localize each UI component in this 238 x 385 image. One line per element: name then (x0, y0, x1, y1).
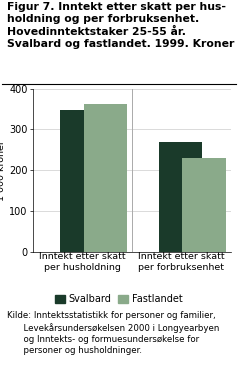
Text: Inntekt etter skatt
per husholdning: Inntekt etter skatt per husholdning (40, 252, 126, 271)
Y-axis label: 1 000 kroner: 1 000 kroner (0, 140, 6, 201)
Text: Kilde: Inntektsstatistikk for personer og familier,
      Levekårsundersøkelsen : Kilde: Inntektsstatistikk for personer o… (7, 311, 219, 355)
Text: Inntekt etter skatt
per forbruksenhet: Inntekt etter skatt per forbruksenhet (138, 252, 225, 271)
Bar (159, 142, 202, 252)
Text: Figur 7. Inntekt etter skatt per hus-
holdning og per forbruksenhet.
Hovedinntek: Figur 7. Inntekt etter skatt per hus- ho… (7, 2, 234, 49)
Bar (84, 104, 127, 252)
Bar (183, 158, 226, 252)
Legend: Svalbard, Fastlandet: Svalbard, Fastlandet (51, 290, 187, 308)
Bar (60, 110, 104, 252)
